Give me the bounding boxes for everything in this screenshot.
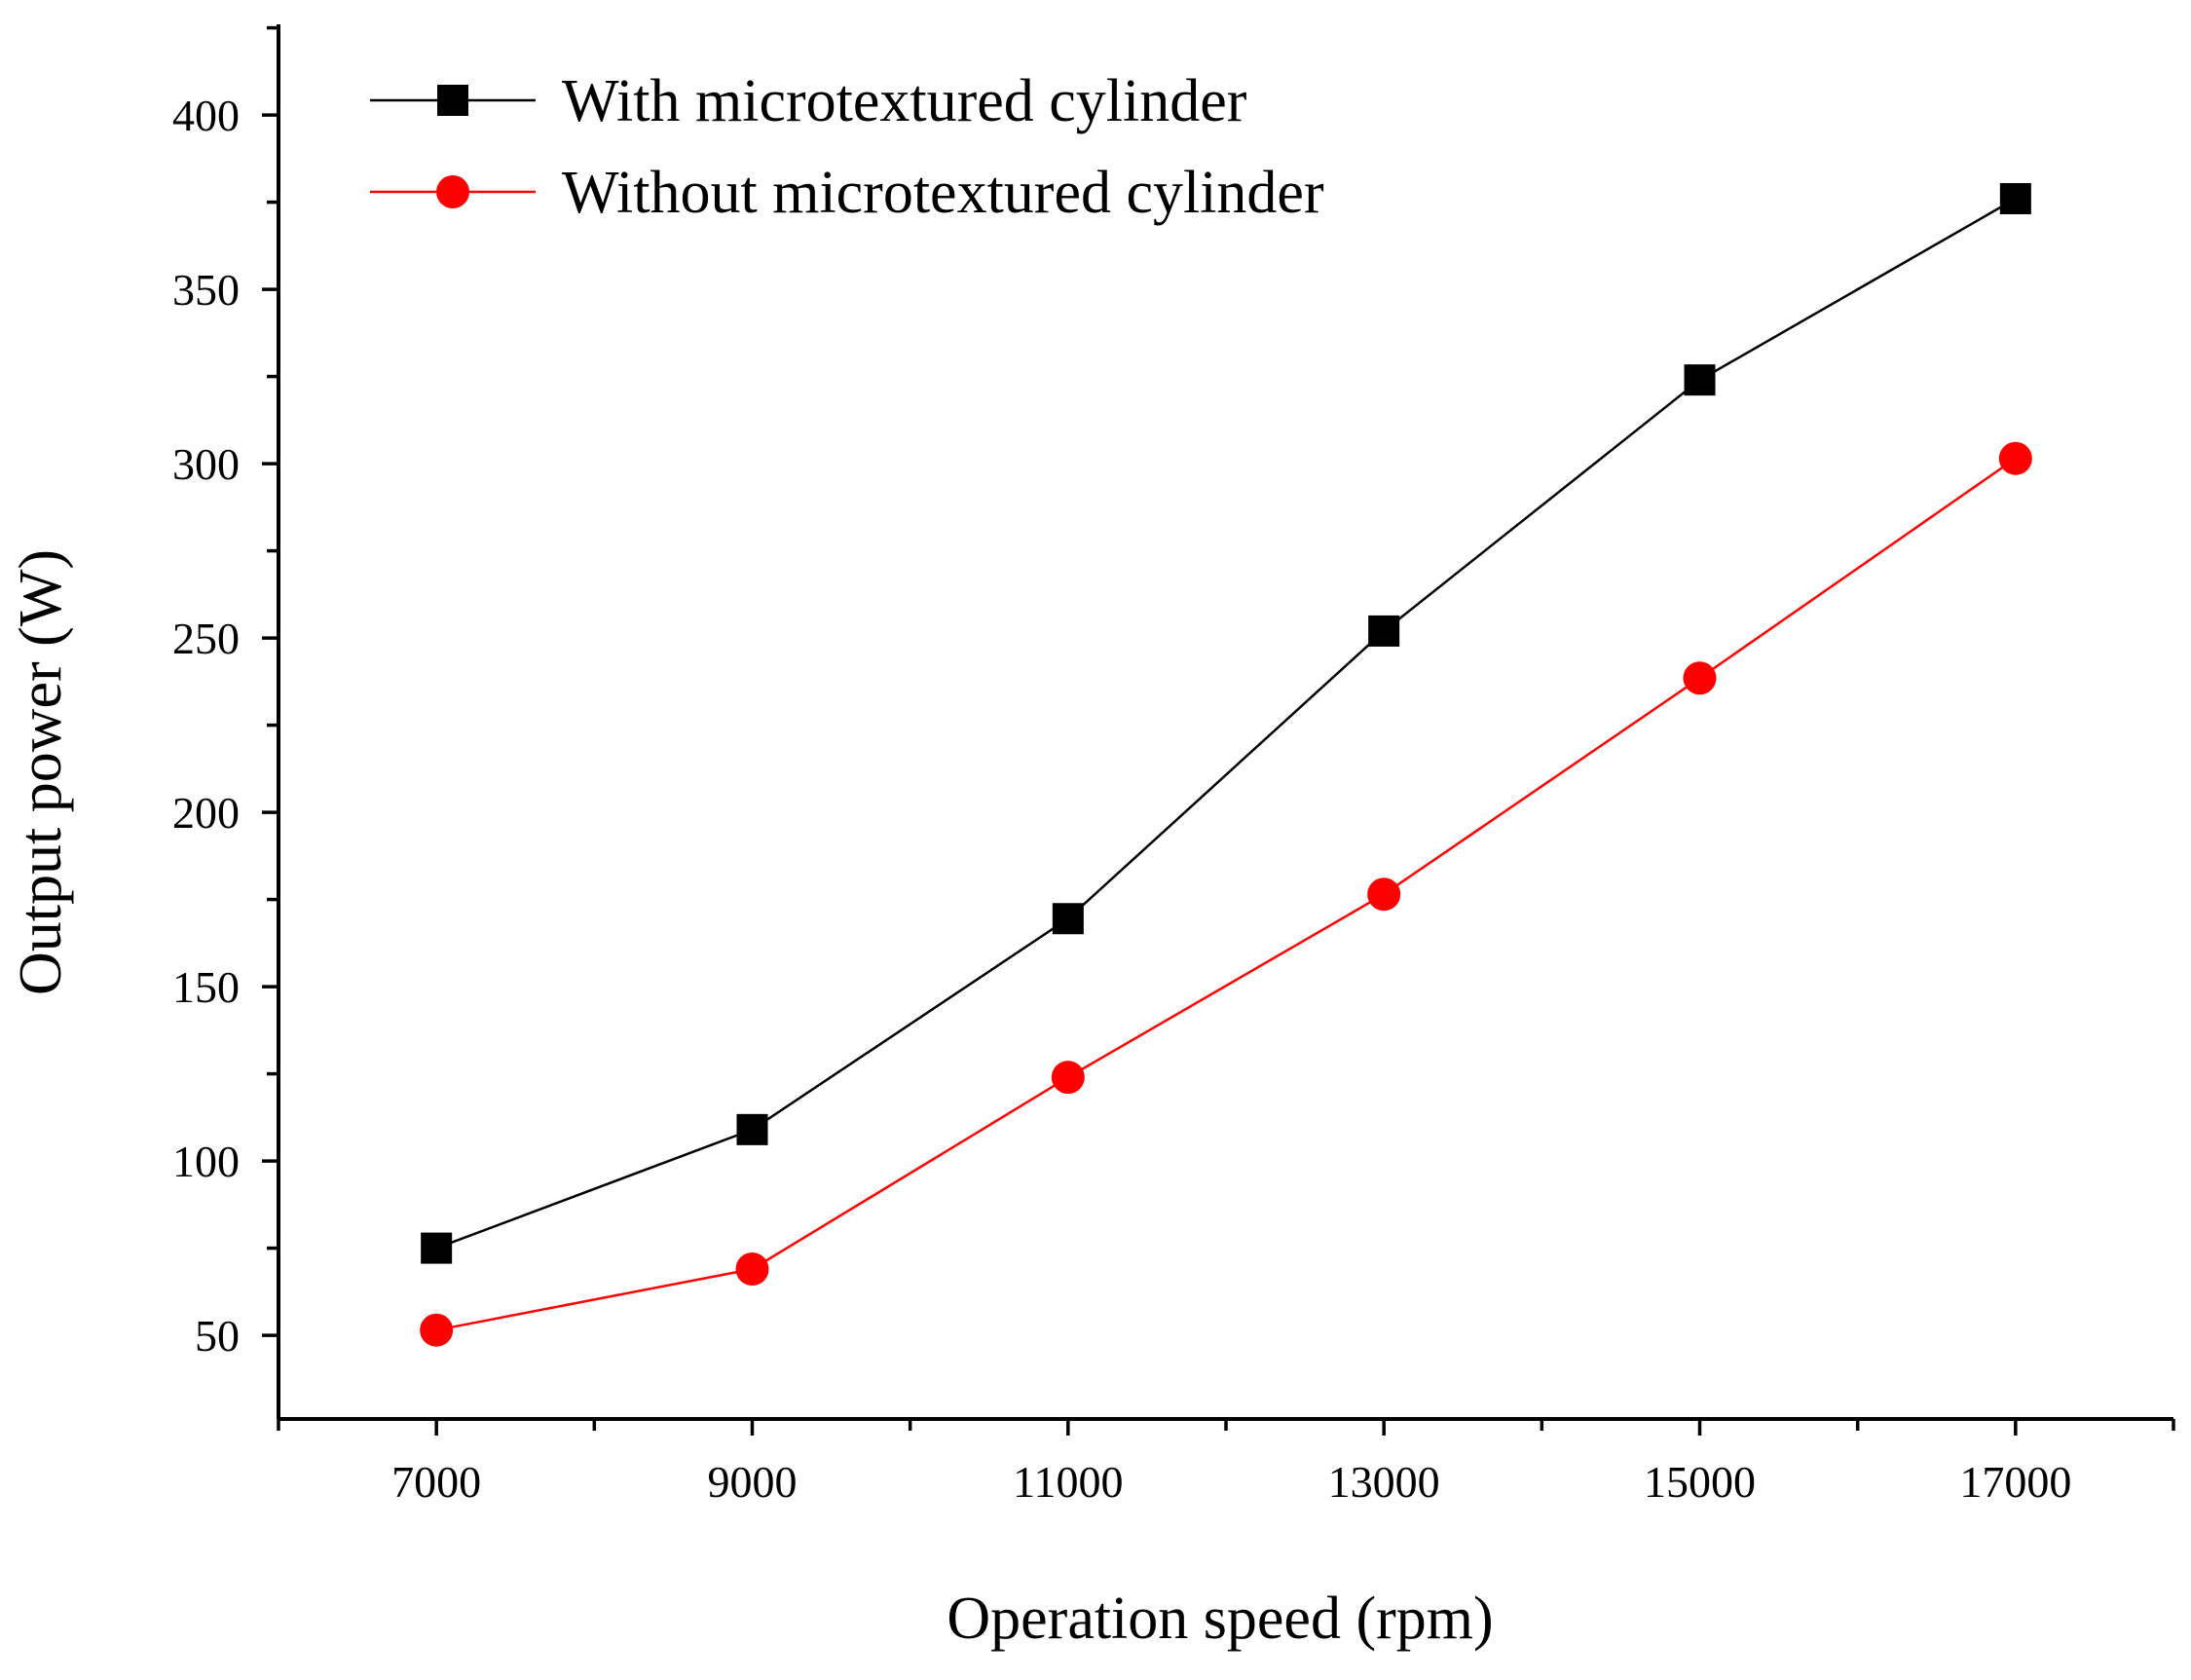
y-tick-label: 250 (172, 614, 240, 663)
x-tick-label: 15000 (1644, 1457, 1756, 1507)
series-1 (421, 183, 2031, 1264)
legend-marker (436, 175, 469, 208)
series-line (435, 197, 2017, 1250)
x-tick-label: 7000 (391, 1457, 481, 1507)
data-point (1051, 1061, 1085, 1095)
series-line (435, 457, 2017, 1331)
x-tick-label: 13000 (1328, 1457, 1440, 1507)
data-point (1684, 364, 1716, 396)
y-tick-label: 150 (172, 962, 240, 1012)
series-2 (420, 441, 2032, 1347)
legend-label: With microtextured cylinder (562, 68, 1247, 134)
x-axis-title: Operation speed (rpm) (947, 1586, 1493, 1652)
data-point (1683, 661, 1717, 695)
x-tick-label: 17000 (1959, 1457, 2071, 1507)
x-tick-label: 11000 (1013, 1457, 1123, 1507)
data-point (1052, 903, 1084, 935)
data-point (1368, 615, 1400, 647)
data-series (420, 183, 2032, 1347)
y-tick-label: 300 (172, 439, 240, 489)
legend: With microtextured cylinder Without micro… (370, 68, 1324, 226)
data-point (1998, 441, 2032, 475)
data-point (1999, 183, 2031, 214)
legend-label: Without microtextured cylinder (562, 160, 1324, 226)
data-point (735, 1252, 769, 1287)
data-point (1367, 877, 1401, 912)
y-tick-label: 100 (172, 1137, 240, 1186)
x-tick-label: 9000 (708, 1457, 798, 1507)
data-point (421, 1232, 453, 1264)
y-tick-label: 400 (172, 91, 240, 140)
data-point (736, 1113, 768, 1145)
tick-labels: 7000 9000 11000 13000 15000 17000 50 100 150 200 2… (172, 91, 2071, 1507)
data-point (420, 1313, 454, 1347)
tick-marks (262, 25, 2175, 1436)
y-tick-label: 50 (195, 1311, 240, 1361)
y-axis-title: Output power (W) (8, 549, 74, 995)
legend-entry: Without microtextured cylinder (370, 160, 1324, 226)
y-tick-label: 350 (172, 265, 240, 315)
legend-entry: With microtextured cylinder (370, 68, 1247, 134)
y-tick-label: 200 (172, 788, 240, 838)
legend-marker (437, 85, 468, 116)
